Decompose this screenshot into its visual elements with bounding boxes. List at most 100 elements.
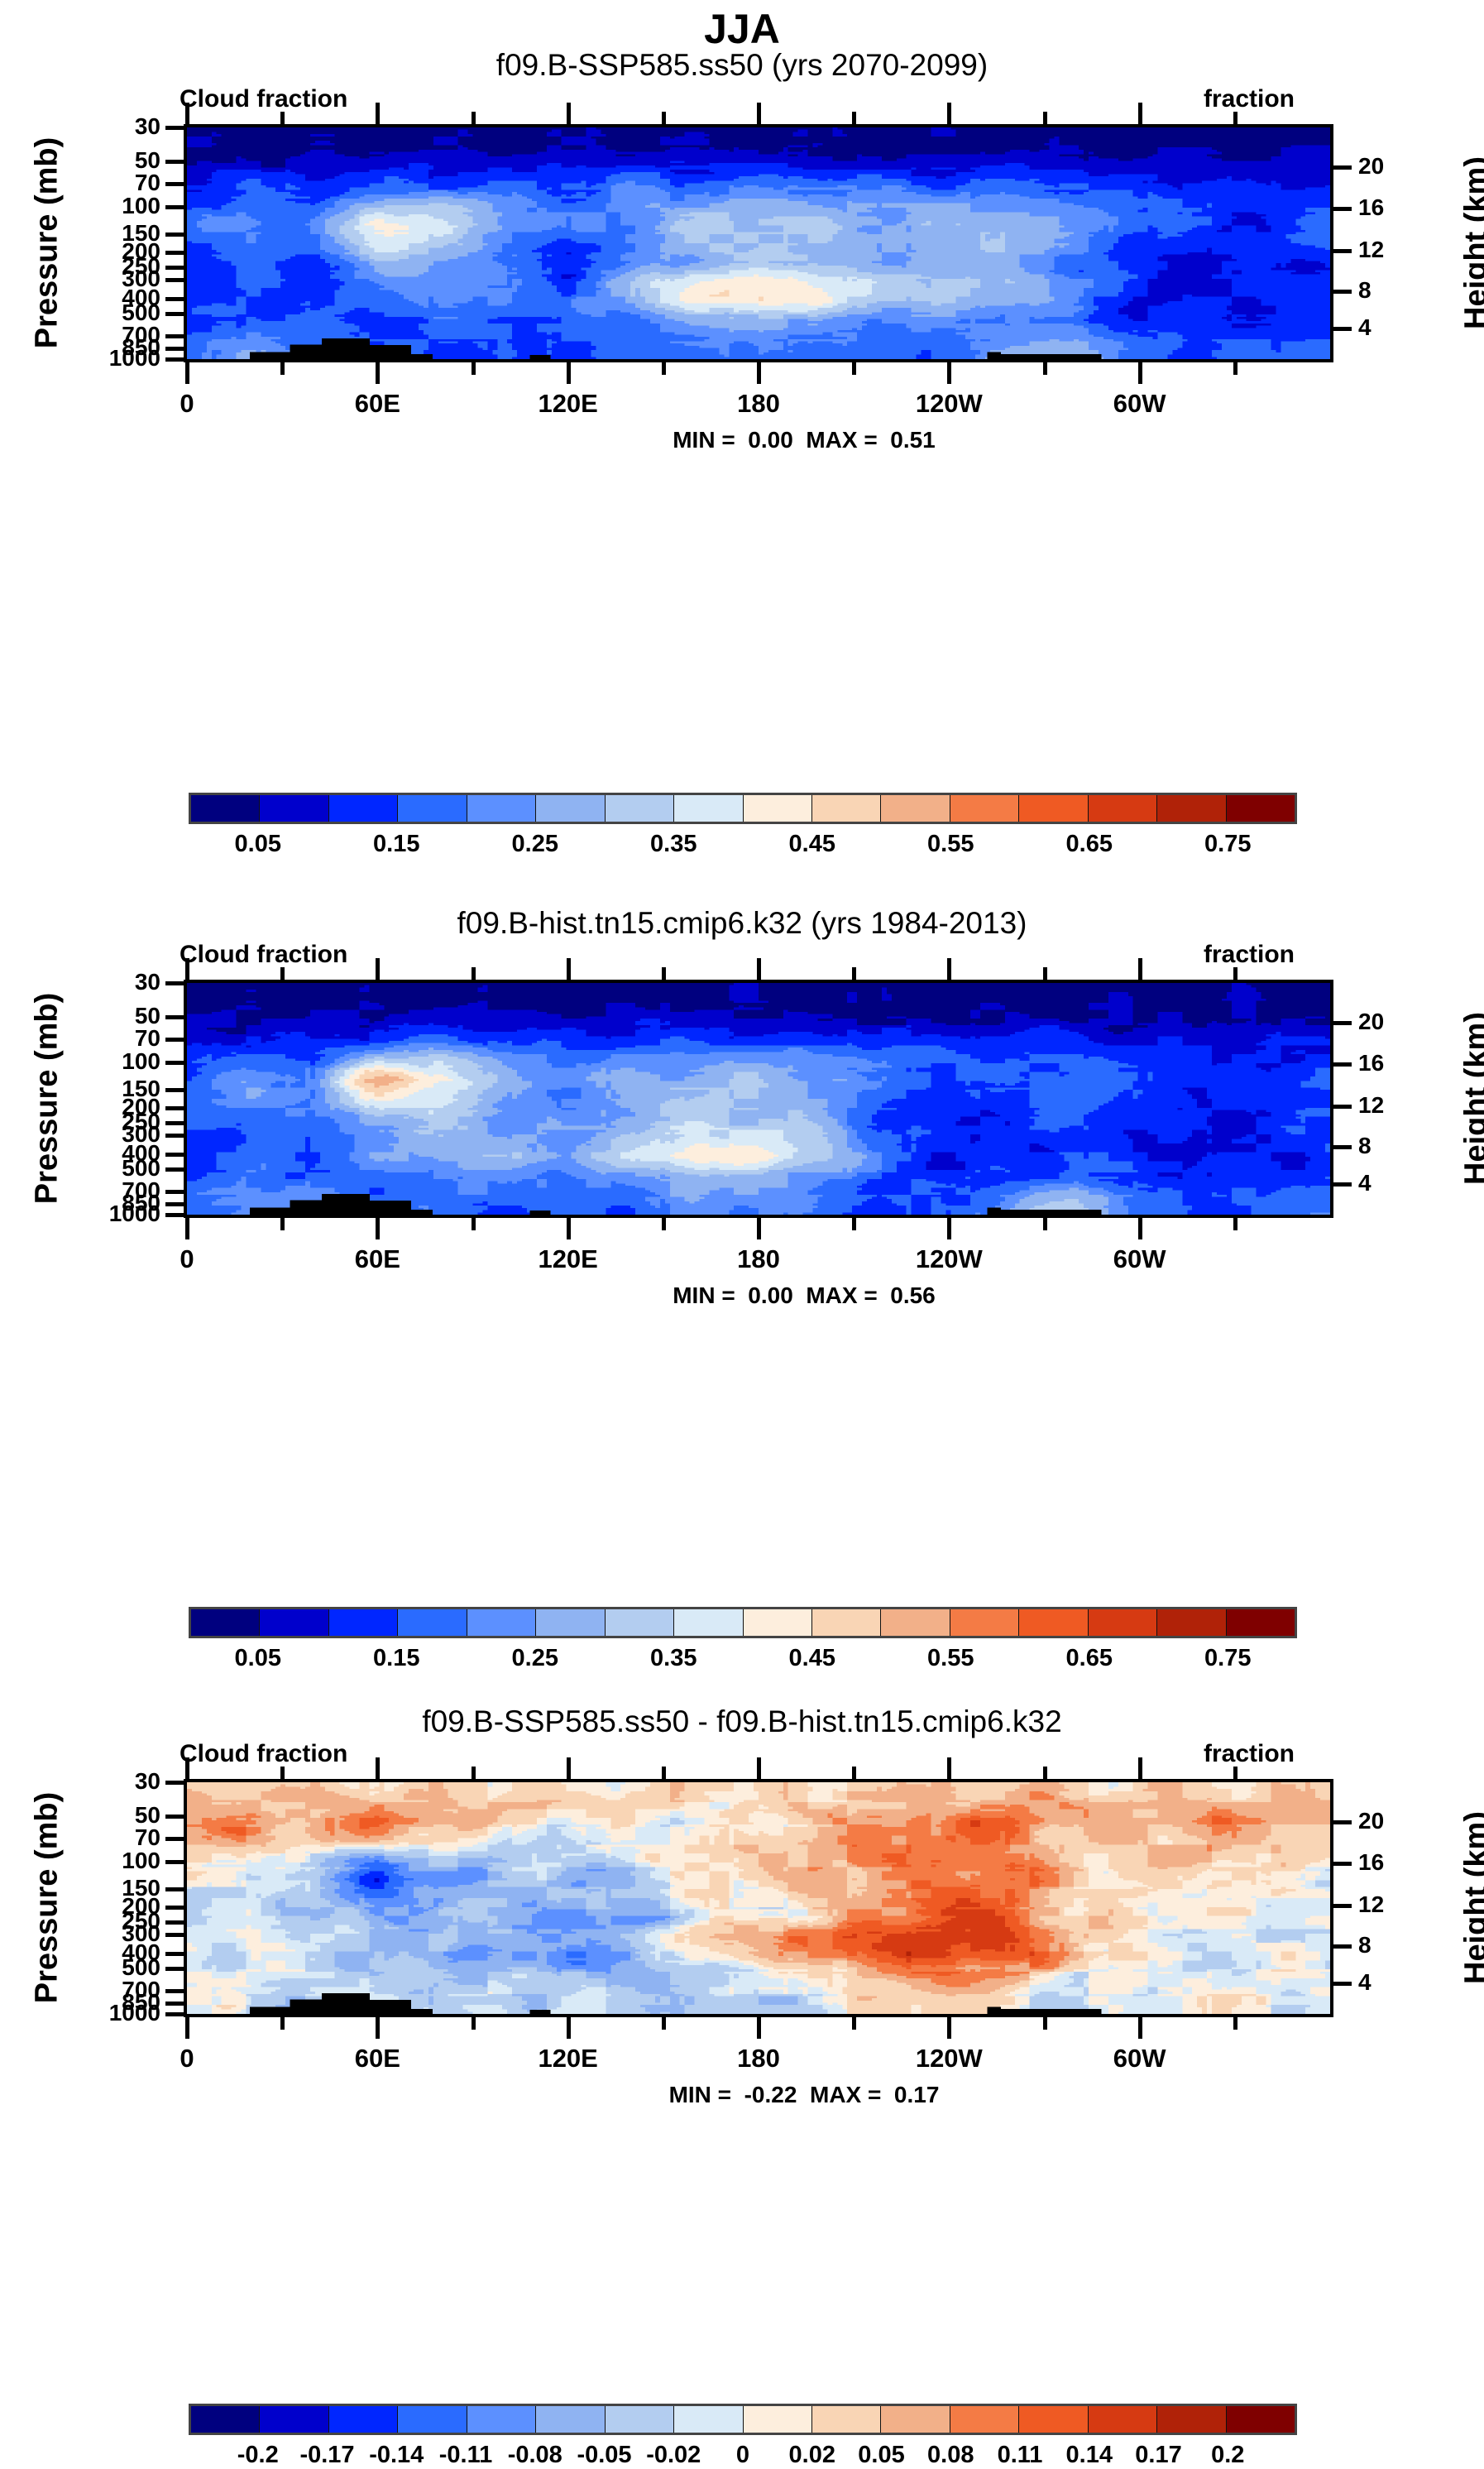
panel-ssp585-colorbar[interactable]: [189, 793, 1297, 824]
panel-ssp585-xtick-label-5: 60W: [1065, 389, 1214, 419]
panel-hist-cbar-cell-8: [744, 1609, 812, 1636]
panel-hist-ytick2-label-20: 20: [1358, 1010, 1433, 1033]
panel-diff-cbar-cell-10: [881, 2406, 950, 2433]
panel-ssp585-xtick-label-4: 120W: [874, 389, 1023, 419]
panel-hist-max-label: MAX =: [806, 1282, 877, 1308]
panel-ssp585-xtick-top-1: [376, 103, 380, 124]
panel-hist-cbar-cell-4: [467, 1609, 536, 1636]
panel-hist-cbar-cell-3: [398, 1609, 467, 1636]
panel-diff-xtick-bottom-1: [376, 2017, 380, 2039]
panel-diff-cbar-cell-3: [398, 2406, 467, 2433]
panel-diff-ytick2-label-12: 12: [1358, 1893, 1433, 1916]
panel-diff-ytick-300: [165, 1933, 184, 1937]
panel-ssp585-plot-area[interactable]: [184, 124, 1333, 362]
panel-ssp585-xtick-minor-bottom-5: [1233, 362, 1237, 375]
panel-hist-ytick-1000: [165, 1213, 184, 1217]
panel-ssp585-xtick-minor-top-3: [852, 112, 856, 124]
panel-ssp585-max-label: MAX =: [806, 427, 877, 453]
panel-ssp585-ytick-400: [165, 297, 184, 301]
panel-hist-cbar-label-4: 0.45: [789, 1645, 835, 1672]
panel-diff-xtick-bottom-4: [947, 2017, 951, 2039]
panel-diff-plot-area[interactable]: [184, 1779, 1333, 2017]
panel-diff-xtick-bottom-2: [567, 2017, 571, 2039]
panel-hist-ytick-label-100: 100: [45, 1050, 160, 1073]
panel-ssp585-ytick-500: [165, 312, 184, 316]
panel-hist-xtick-bottom-0: [185, 1218, 189, 1239]
panel-diff-colorbar[interactable]: [189, 2404, 1297, 2435]
panel-ssp585-ytick2-8: [1333, 290, 1352, 294]
panel-hist-ytick-50: [165, 1015, 184, 1019]
panel-hist-ytick2-12: [1333, 1105, 1352, 1109]
panel-diff-xtick-label-2: 120E: [494, 2044, 643, 2073]
panel-hist-cbar-cell-12: [1019, 1609, 1088, 1636]
panel-ssp585-cbar-cell-7: [674, 795, 743, 822]
panel-diff-cbar-cell-4: [467, 2406, 536, 2433]
panel-hist-xtick-minor-top-3: [852, 967, 856, 980]
panel-hist-colorbar[interactable]: [189, 1607, 1297, 1638]
panel-hist-plot-area[interactable]: [184, 980, 1333, 1218]
panel-ssp585-cbar-cell-15: [1227, 795, 1295, 822]
panel-hist-xtick-bottom-3: [757, 1218, 761, 1239]
panel-diff-cbar-cell-12: [1019, 2406, 1088, 2433]
panel-ssp585-xtick-label-3: 180: [684, 389, 833, 419]
panel-hist-title: f09.B-hist.tn15.cmip6.k32 (yrs 1984-2013…: [0, 906, 1484, 941]
panel-diff-ytick-850: [165, 2002, 184, 2006]
panel-ssp585-cbar-cell-2: [329, 795, 398, 822]
panel-ssp585-ytick-label-100: 100: [45, 194, 160, 218]
panel-diff-xtick-label-4: 120W: [874, 2044, 1023, 2073]
panel-ssp585-ytick-300: [165, 278, 184, 282]
panel-hist-y2-axis-title: Height (km): [1459, 979, 1484, 1219]
panel-ssp585-xtick-minor-top-4: [1043, 112, 1047, 124]
panel-ssp585-cbar-cell-13: [1089, 795, 1157, 822]
panel-ssp585-xtick-minor-bottom-4: [1043, 362, 1047, 375]
panel-diff-ytick2-20: [1333, 1820, 1352, 1824]
panel-ssp585-xtick-minor-top-2: [662, 112, 666, 124]
panel-hist-xtick-bottom-1: [376, 1218, 380, 1239]
panel-hist-cbar-label-2: 0.25: [512, 1645, 558, 1672]
panel-diff-min-value: -0.22: [744, 2082, 797, 2107]
panel-hist-xtick-top-3: [757, 958, 761, 980]
panel-diff-ytick-30: [165, 1781, 184, 1785]
panel-ssp585-xtick-minor-top-1: [472, 112, 476, 124]
panel-diff-xtick-minor-bottom-3: [852, 2017, 856, 2030]
panel-diff-xtick-minor-top-1: [472, 1767, 476, 1779]
panel-diff-cbar-label-9: 0.05: [858, 2442, 904, 2469]
panel-hist-xtick-minor-top-0: [280, 967, 285, 980]
panel-diff-xtick-minor-top-4: [1043, 1767, 1047, 1779]
panel-hist-xtick-minor-bottom-3: [852, 1218, 856, 1230]
panel-diff-ytick-200: [165, 1906, 184, 1910]
panel-hist-xtick-label-5: 60W: [1065, 1244, 1214, 1274]
panel-hist-xtick-minor-top-4: [1043, 967, 1047, 980]
panel-hist-xtick-top-0: [185, 958, 189, 980]
panel-hist-ytick-70: [165, 1038, 184, 1042]
panel-ssp585-minmax: MIN = 0.00 MAX = 0.51: [572, 427, 1036, 453]
panel-hist-ytick-label-50: 50: [45, 1004, 160, 1028]
panel-diff-xtick-bottom-5: [1138, 2017, 1142, 2039]
panel-ssp585-xtick-bottom-3: [757, 362, 761, 384]
panel-diff-ytick-1000: [165, 2012, 184, 2016]
panel-diff-ytick2-8: [1333, 1944, 1352, 1949]
panel-hist-xtick-minor-bottom-1: [472, 1218, 476, 1230]
panel-ssp585-ytick2-20: [1333, 165, 1352, 170]
panel-hist-xtick-bottom-2: [567, 1218, 571, 1239]
panel-ssp585-xtick-bottom-2: [567, 362, 571, 384]
panel-hist-xtick-top-2: [567, 958, 571, 980]
panel-diff-ytick-70: [165, 1837, 184, 1841]
panel-hist-minmax: MIN = 0.00 MAX = 0.56: [572, 1282, 1036, 1309]
panel-diff-cbar-cell-13: [1089, 2406, 1157, 2433]
panel-ssp585-units-label: fraction: [1204, 85, 1295, 113]
panel-ssp585-ytick2-label-20: 20: [1358, 155, 1433, 178]
panel-hist-ytick-700: [165, 1190, 184, 1194]
panel-hist-cbar-label-0: 0.05: [235, 1645, 281, 1672]
panel-hist-xtick-bottom-4: [947, 1218, 951, 1239]
panel-ssp585-xtick-bottom-5: [1138, 362, 1142, 384]
panel-ssp585-ytick-label-1000: 1000: [45, 347, 160, 370]
panel-diff-min-label: MIN =: [669, 2082, 731, 2107]
panel-diff-cbar-label-8: 0.02: [789, 2442, 835, 2469]
panel-ssp585-ytick2-label-16: 16: [1358, 196, 1433, 219]
panel-diff-xtick-label-0: 0: [112, 2044, 261, 2073]
panel-diff-cbar-label-4: -0.08: [508, 2442, 562, 2469]
panel-hist-variable-label: Cloud fraction: [180, 941, 347, 969]
panel-diff-ytick-label-1000: 1000: [45, 2002, 160, 2025]
panel-diff-ytick-label-500: 500: [45, 1956, 160, 1979]
